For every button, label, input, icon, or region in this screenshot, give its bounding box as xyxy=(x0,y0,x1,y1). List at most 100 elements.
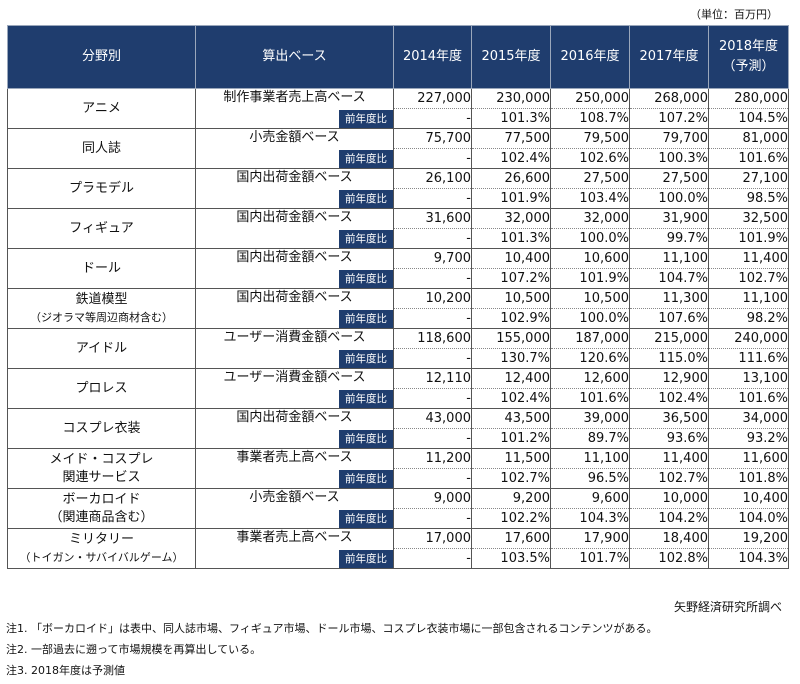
category-cell: ボーカロイド （関連商品含む） xyxy=(7,488,196,529)
category-label: 関連サービス xyxy=(62,469,141,485)
value-cell: 12,110 xyxy=(393,368,472,389)
yoy-cell: - xyxy=(393,348,472,369)
table-row-yoy: -101.2% 89.7% 93.6% 93.2% xyxy=(8,428,789,449)
category-label: ボーカロイド xyxy=(62,491,141,507)
yoy-cell: 100.0% xyxy=(550,228,630,249)
category-label: アイドル xyxy=(75,340,128,356)
value-cell: 39,000 xyxy=(550,408,630,429)
table-row: 同人誌 小売金額ベース 前年度比 75,700 77,500 79,500 79,700 81… xyxy=(7,128,789,169)
yoy-cell: 102.7% xyxy=(471,468,551,489)
value-cell: 10,400 xyxy=(708,488,789,509)
table-row: ミリタリー （トイガン・サバイバルゲーム） 事業者売上高ベース 前年度比 17,000 1… xyxy=(7,528,789,569)
base-label: 国内出荷金額ベース xyxy=(236,170,353,185)
value-cell: 10,200 xyxy=(393,288,472,309)
header-year: 2017年度 xyxy=(629,25,709,89)
table-row: アニメ 制作事業者売上高ベース 前年度比 227,000 230,000 250,000 2… xyxy=(7,88,789,129)
yoy-cell: 102.4% xyxy=(629,388,709,409)
base-label: 事業者売上高ベース xyxy=(236,450,353,465)
yoy-badge: 前年度比 xyxy=(339,390,393,408)
value-cell: 43,500 xyxy=(471,408,551,429)
yoy-cell: 99.7% xyxy=(629,228,709,249)
category-label: メイド・コスプレ xyxy=(49,451,154,467)
base-label: 国内出荷金額ベース xyxy=(236,410,353,425)
yoy-cell: 89.7% xyxy=(550,428,630,449)
value-cell: 79,500 xyxy=(550,128,630,149)
category-cell: 同人誌 xyxy=(7,128,196,169)
yoy-cell: 103.5% xyxy=(471,548,551,569)
value-cell: 34,000 xyxy=(708,408,789,429)
base-cell: 小売金額ベース 前年度比 xyxy=(195,488,394,529)
base-label: 国内出荷金額ベース xyxy=(236,210,353,225)
category-label: 同人誌 xyxy=(81,140,121,156)
category-cell: コスプレ衣装 xyxy=(7,408,196,449)
base-label: 国内出荷金額ベース xyxy=(236,290,353,305)
value-cell: 11,100 xyxy=(629,248,709,269)
category-label: 鉄道模型 xyxy=(75,291,128,307)
value-cell: 81,000 xyxy=(708,128,789,149)
yoy-badge: 前年度比 xyxy=(339,350,393,368)
yoy-cell: 102.6% xyxy=(550,148,630,169)
yoy-cell: 104.0% xyxy=(708,508,789,529)
table-row: フィギュア 国内出荷金額ベース 前年度比 31,600 32,000 32,000 31,9… xyxy=(7,208,789,249)
value-cell: 17,600 xyxy=(471,528,551,549)
yoy-cell: 107.2% xyxy=(471,268,551,289)
yoy-cell: - xyxy=(393,388,472,409)
yoy-cell: 101.2% xyxy=(471,428,551,449)
yoy-cell: 107.2% xyxy=(629,108,709,129)
base-label: ユーザー消費金額ベース xyxy=(223,370,366,385)
value-cell: 12,400 xyxy=(471,368,551,389)
value-cell: 9,000 xyxy=(393,488,472,509)
market-size-table: 分野別 算出ベース 2014年度 2015年度 2016年度 2017年度 20… xyxy=(7,25,789,569)
yoy-cell: 104.3% xyxy=(708,548,789,569)
value-cell: 268,000 xyxy=(629,88,709,109)
category-cell: プラモデル xyxy=(7,168,196,209)
base-cell: 事業者売上高ベース 前年度比 xyxy=(195,528,394,569)
yoy-cell: - xyxy=(393,468,472,489)
yoy-cell: 101.8% xyxy=(708,468,789,489)
yoy-cell: 111.6% xyxy=(708,348,789,369)
yoy-cell: - xyxy=(393,188,472,209)
base-cell: 事業者売上高ベース 前年度比 xyxy=(195,448,394,489)
yoy-cell: 98.5% xyxy=(708,188,789,209)
base-label: 事業者売上高ベース xyxy=(236,530,353,545)
yoy-cell: - xyxy=(393,308,472,329)
yoy-cell: - xyxy=(393,148,472,169)
base-cell: ユーザー消費金額ベース前年度比 xyxy=(195,368,394,409)
value-cell: 27,100 xyxy=(708,168,789,189)
header-forecast-year: 2018年度 （予測） xyxy=(708,25,789,89)
value-cell: 11,400 xyxy=(708,248,789,269)
forecast-year-label: 2018年度 xyxy=(718,39,779,54)
table-row: ボーカロイド （関連商品含む） 小売金額ベース 前年度比 9,000 9,200 9,600… xyxy=(7,488,789,529)
yoy-cell: 104.5% xyxy=(708,108,789,129)
category-cell: アニメ xyxy=(7,88,196,129)
table-row: 鉄道模型 （ジオラマ等周辺商材含む） 国内出荷金額ベース前年度比 10,200 10,5… xyxy=(7,288,789,329)
yoy-cell: 93.6% xyxy=(629,428,709,449)
category-label: ミリタリー xyxy=(68,531,134,547)
yoy-cell: 104.7% xyxy=(629,268,709,289)
category-label: （ジオラマ等周辺商材含む） xyxy=(30,310,173,324)
yoy-cell: 103.4% xyxy=(550,188,630,209)
value-cell: 13,100 xyxy=(708,368,789,389)
yoy-badge: 前年度比 xyxy=(339,310,393,328)
yoy-cell: 102.7% xyxy=(629,468,709,489)
category-cell: プロレス xyxy=(7,368,196,409)
category-cell: ミリタリー （トイガン・サバイバルゲーム） xyxy=(7,528,196,569)
value-cell: 26,100 xyxy=(393,168,472,189)
base-label: 制作事業者売上高ベース xyxy=(223,90,366,105)
value-cell: 9,600 xyxy=(550,488,630,509)
category-label: コスプレ衣装 xyxy=(62,420,141,436)
base-label: ユーザー消費金額ベース xyxy=(223,330,366,345)
header-row: 分野別 算出ベース 2014年度 2015年度 2016年度 2017年度 20… xyxy=(7,25,789,89)
unit-label: （単位：百万円） xyxy=(690,8,778,21)
table-row: プロレス ユーザー消費金額ベース 前年度比 12,110 12,400 12,600 12,… xyxy=(7,368,789,409)
yoy-cell: 101.3% xyxy=(471,228,551,249)
yoy-cell: 102.9% xyxy=(471,308,551,329)
category-label: アニメ xyxy=(82,100,121,116)
value-cell: 10,600 xyxy=(550,248,630,269)
yoy-badge: 前年度比 xyxy=(339,110,393,128)
yoy-cell: 107.6% xyxy=(629,308,709,329)
base-label: 国内出荷金額ベース xyxy=(236,250,353,265)
value-cell: 27,500 xyxy=(629,168,709,189)
footnote: 注1. 「ボーカロイド」は表中、同人誌市場、フィギュア市場、ドール市場、コスプレ… xyxy=(6,622,658,635)
value-cell: 10,500 xyxy=(471,288,551,309)
